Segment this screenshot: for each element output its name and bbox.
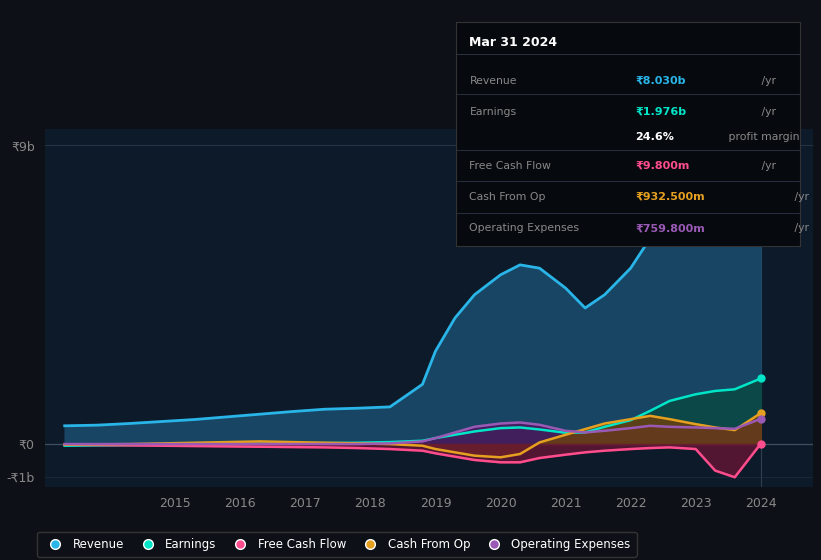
Text: Operating Expenses: Operating Expenses (470, 223, 580, 234)
Text: /yr: /yr (758, 76, 776, 86)
Text: /yr: /yr (758, 107, 776, 117)
Text: profit margin: profit margin (725, 132, 799, 142)
Text: /yr: /yr (791, 223, 809, 234)
Text: Revenue: Revenue (470, 76, 517, 86)
Text: ₹8.030b: ₹8.030b (635, 76, 686, 86)
Text: ₹932.500m: ₹932.500m (635, 192, 704, 202)
Text: Cash From Op: Cash From Op (470, 192, 546, 202)
Text: /yr: /yr (791, 192, 809, 202)
Text: ₹1.976b: ₹1.976b (635, 107, 686, 117)
Text: /yr: /yr (758, 161, 776, 171)
Text: ₹9.800m: ₹9.800m (635, 161, 690, 171)
Text: Mar 31 2024: Mar 31 2024 (470, 36, 557, 49)
Legend: Revenue, Earnings, Free Cash Flow, Cash From Op, Operating Expenses: Revenue, Earnings, Free Cash Flow, Cash … (37, 532, 636, 557)
Text: ₹759.800m: ₹759.800m (635, 223, 704, 234)
Text: 24.6%: 24.6% (635, 132, 674, 142)
Text: Free Cash Flow: Free Cash Flow (470, 161, 552, 171)
Text: Earnings: Earnings (470, 107, 516, 117)
